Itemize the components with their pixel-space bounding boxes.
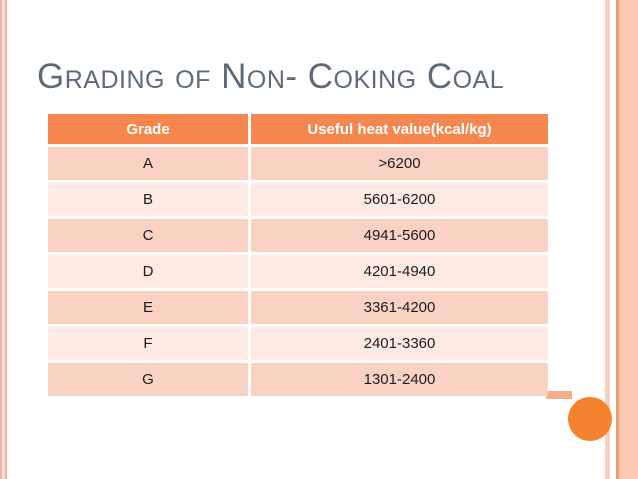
table-row-d: D 4201-4940 (48, 255, 548, 288)
table-header-row: Grade Useful heat value(kcal/kg) (48, 114, 548, 144)
slide-title: Grading of Non- Coking Coal (37, 57, 505, 96)
value-cell: 4941-5600 (251, 219, 548, 252)
value-cell: 1301-2400 (251, 363, 548, 396)
coal-grades-table: Grade Useful heat value(kcal/kg) A >6200… (45, 111, 551, 399)
table-row-b: B 5601-6200 (48, 183, 548, 216)
grade-cell: E (48, 291, 248, 324)
value-cell: 4201-4940 (251, 255, 548, 288)
grade-cell: F (48, 327, 248, 360)
value-cell: 5601-6200 (251, 183, 548, 216)
table-row-f: F 2401-3360 (48, 327, 548, 360)
left-edge-stripes (0, 0, 8, 479)
grade-cell: G (48, 363, 248, 396)
value-cell: 2401-3360 (251, 327, 548, 360)
value-cell: >6200 (251, 147, 548, 180)
table-row-c: C 4941-5600 (48, 219, 548, 252)
column-header-heat-value: Useful heat value(kcal/kg) (251, 114, 548, 144)
grade-cell: C (48, 219, 248, 252)
value-cell: 3361-4200 (251, 291, 548, 324)
grade-cell: B (48, 183, 248, 216)
right-edge-stripes (604, 0, 638, 479)
table-row-e: E 3361-4200 (48, 291, 548, 324)
table-row-g: G 1301-2400 (48, 363, 548, 396)
accent-circle (568, 397, 612, 441)
column-header-grade: Grade (48, 114, 248, 144)
table-row-a: A >6200 (48, 147, 548, 180)
grade-cell: A (48, 147, 248, 180)
grade-cell: D (48, 255, 248, 288)
bottom-accent-line (546, 391, 572, 399)
